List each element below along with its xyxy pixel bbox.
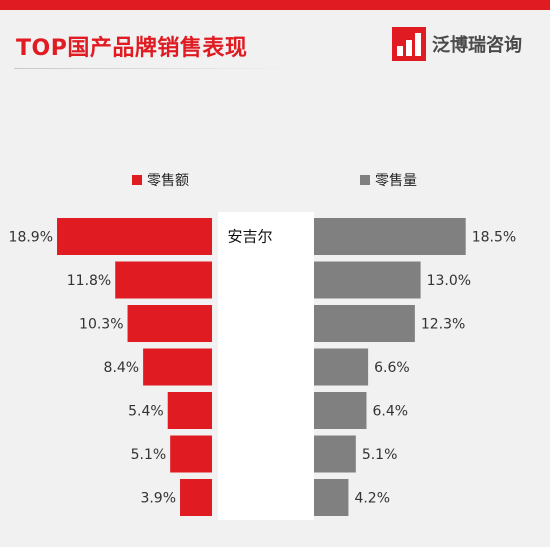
brand-name: 泛博瑞咨询	[432, 35, 522, 56]
legend-sales-volume: 零售量	[360, 170, 417, 190]
data-label-sales-volume: 13.0%	[427, 273, 471, 289]
legend-sales-value: 零售额	[132, 170, 189, 190]
bar-sales-volume	[314, 218, 466, 255]
bar-sales-volume	[314, 261, 421, 299]
bars-layer: 18.9% 18.5% 安吉尔 11.8% 13.0% 10.3% 12.3% 8.4% 6.6…	[9, 218, 516, 516]
data-label-sales-volume: 4.2%	[354, 491, 390, 507]
bar-sales-volume	[314, 305, 415, 342]
top-accent-bar	[0, 0, 550, 10]
legend-label-sales-value: 零售额	[147, 173, 189, 189]
data-label-sales-volume: 6.6%	[374, 360, 410, 376]
data-label-sales-value: 3.9%	[140, 491, 176, 507]
bar-sales-value	[167, 392, 212, 429]
legend-swatch-sales-value	[132, 175, 142, 185]
legend-label-sales-volume: 零售量	[375, 173, 417, 189]
data-label-sales-value: 11.8%	[67, 273, 111, 289]
data-label-sales-value: 18.9%	[9, 230, 53, 246]
data-label-sales-volume: 18.5%	[472, 230, 516, 246]
center-label-column	[218, 212, 314, 520]
bar-sales-value	[143, 348, 212, 386]
data-label-sales-value: 8.4%	[104, 360, 140, 376]
data-label-sales-value: 5.4%	[128, 404, 164, 420]
bar-sales-volume	[314, 392, 367, 429]
bar-sales-value	[127, 305, 212, 342]
bar-sales-value	[115, 261, 212, 299]
bar-sales-value	[180, 479, 212, 516]
bar-sales-volume	[314, 348, 369, 386]
legend-swatch-sales-volume	[360, 175, 370, 185]
data-label-sales-value: 5.1%	[131, 447, 167, 463]
bar-sales-volume	[314, 435, 356, 473]
bar-chart-logo-icon	[392, 27, 426, 61]
category-label: 安吉尔	[227, 228, 272, 246]
data-label-sales-volume: 6.4%	[372, 404, 408, 420]
bar-sales-volume	[314, 479, 349, 516]
data-label-sales-volume: 5.1%	[362, 447, 398, 463]
data-label-sales-value: 10.3%	[79, 317, 123, 333]
brand: 泛博瑞咨询	[392, 26, 522, 62]
bar-sales-value	[170, 435, 212, 473]
title-underline	[14, 68, 294, 69]
bar-sales-value	[57, 218, 212, 255]
data-label-sales-volume: 12.3%	[421, 317, 465, 333]
page-title: TOP国产品牌销售表现	[16, 36, 248, 61]
